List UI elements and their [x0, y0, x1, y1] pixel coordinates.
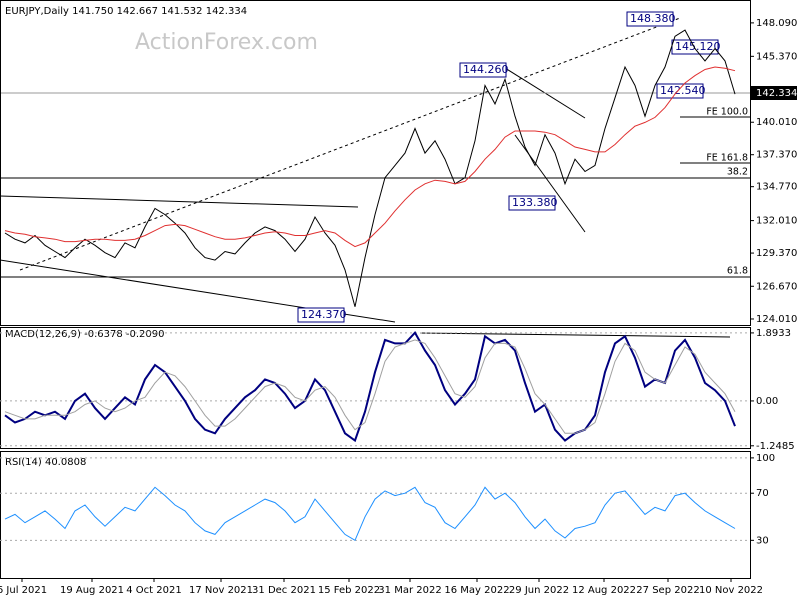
panel-frame — [0, 0, 751, 326]
y-tick-label: 70 — [756, 488, 769, 499]
y-tick-label: 30 — [756, 535, 769, 546]
panel-title: MACD(12,26,9) -0.6378 -0.2090 — [5, 329, 165, 340]
y-tick-label: 140.010 — [756, 117, 797, 128]
y-tick-label: 126.670 — [756, 281, 797, 292]
x-tick-label: 29 Jun 2022 — [509, 585, 569, 596]
y-tick-label: 0.00 — [756, 396, 778, 407]
series-line — [4, 66, 736, 248]
x-tick-label: 31 Dec 2021 — [252, 585, 316, 596]
series-line — [4, 486, 736, 542]
x-tick-label: 10 Nov 2022 — [699, 585, 763, 596]
x-tick-label: 12 Aug 2022 — [572, 585, 636, 596]
watermark: ActionForex.com — [135, 30, 318, 55]
x-tick-label: 15 Feb 2022 — [318, 585, 380, 596]
y-tick-label: -1.2485 — [756, 441, 795, 452]
last-price: 142.334 — [756, 88, 797, 99]
trend-lines — [0, 17, 750, 338]
series-line — [4, 331, 736, 443]
y-tick-label: 132.010 — [756, 216, 797, 227]
annotation-box — [459, 62, 507, 78]
annotation-box — [656, 83, 704, 99]
trend-line — [19, 17, 681, 271]
panel-title: RSI(14) 40.0808 — [5, 457, 86, 468]
annotation: 145.120 — [675, 40, 721, 53]
last-price-box — [751, 86, 797, 100]
x-tick-label: 31 Mar 2022 — [378, 585, 441, 596]
panel-frame — [0, 327, 751, 449]
fib-label: FE 161.8 — [706, 153, 748, 164]
trend-line — [419, 332, 731, 338]
x-tick-label: 16 May 2022 — [444, 585, 509, 596]
chart-title: EURJPY,Daily 141.750 142.667 141.532 142… — [5, 6, 247, 17]
annotation: 144.260 — [463, 63, 509, 76]
x-tick-label: 17 Nov 2021 — [189, 585, 253, 596]
fib-label: 38.2 — [727, 167, 748, 178]
y-tick-label: 100 — [756, 453, 775, 464]
annotation: 142.540 — [660, 84, 706, 97]
annotation: 133.380 — [512, 196, 558, 209]
fib-label: 61.8 — [727, 266, 748, 277]
annotation-box — [297, 307, 345, 323]
trend-line — [0, 195, 359, 208]
y-tick-label: 124.010 — [756, 314, 797, 325]
x-tick-label: 19 Aug 2021 — [60, 585, 124, 596]
series-line — [4, 339, 736, 434]
trend-line — [514, 134, 586, 233]
y-tick-label: 137.370 — [756, 150, 797, 161]
panel-frame — [0, 451, 751, 579]
y-tick-label: 145.370 — [756, 51, 797, 62]
x-tick-label: 6 Jul 2021 — [0, 585, 47, 596]
y-tick-label: 134.770 — [756, 182, 797, 193]
annotation-box — [508, 195, 556, 211]
annotation-boxes — [297, 11, 719, 323]
y-tick-label: 1.8933 — [756, 328, 791, 339]
annotation: 124.370 — [301, 308, 347, 321]
annotation: 148.380 — [630, 12, 676, 25]
y-tick-label: 129.370 — [756, 248, 797, 259]
x-tick-label: 4 Oct 2021 — [126, 585, 181, 596]
x-tick-label: 27 Sep 2022 — [636, 585, 699, 596]
series-line — [4, 29, 736, 307]
fib-label: FE 100.0 — [706, 107, 748, 118]
annotation-box — [626, 11, 674, 27]
y-tick-label: 148.090 — [756, 18, 797, 29]
